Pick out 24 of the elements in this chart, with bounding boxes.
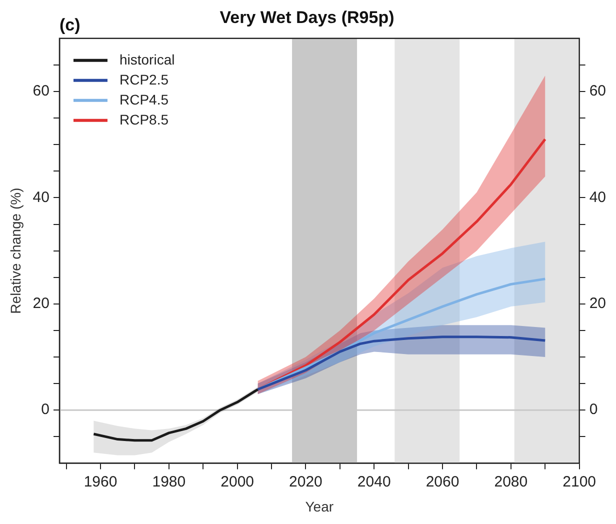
x-tick-label: 2100	[562, 473, 596, 490]
y2-tick-label: 20	[589, 295, 606, 312]
legend-label: historical	[119, 51, 175, 68]
x-tick-label: 2060	[426, 473, 460, 490]
x-tick-label: 2020	[289, 473, 322, 490]
x-axis-title: Year	[305, 498, 334, 514]
y-tick-label: 0	[41, 401, 50, 418]
chart-title: Very Wet Days (R95p)	[220, 8, 394, 27]
x-tick-label: 2040	[357, 473, 391, 490]
legend-label: RCP4.5	[119, 91, 169, 108]
text: (c)	[59, 16, 80, 35]
y-axis-title: Relative change (%)	[7, 188, 24, 314]
y2-tick-label: 40	[589, 188, 606, 206]
y-tick-label: 40	[32, 188, 50, 206]
y-tick-label: 20	[32, 295, 50, 312]
x-tick-label: 1960	[84, 473, 118, 490]
x-tick-label: 2080	[494, 473, 528, 490]
y2-tick-label: 0	[589, 401, 598, 418]
x-tick-label: 1980	[152, 473, 186, 490]
legend-label: RCP2.5	[119, 71, 169, 88]
y2-tick-label: 60	[589, 82, 606, 100]
x-tick-label: 2000	[220, 473, 254, 490]
y-tick-label: 60	[32, 82, 50, 100]
legend-label: RCP8.5	[119, 111, 169, 128]
